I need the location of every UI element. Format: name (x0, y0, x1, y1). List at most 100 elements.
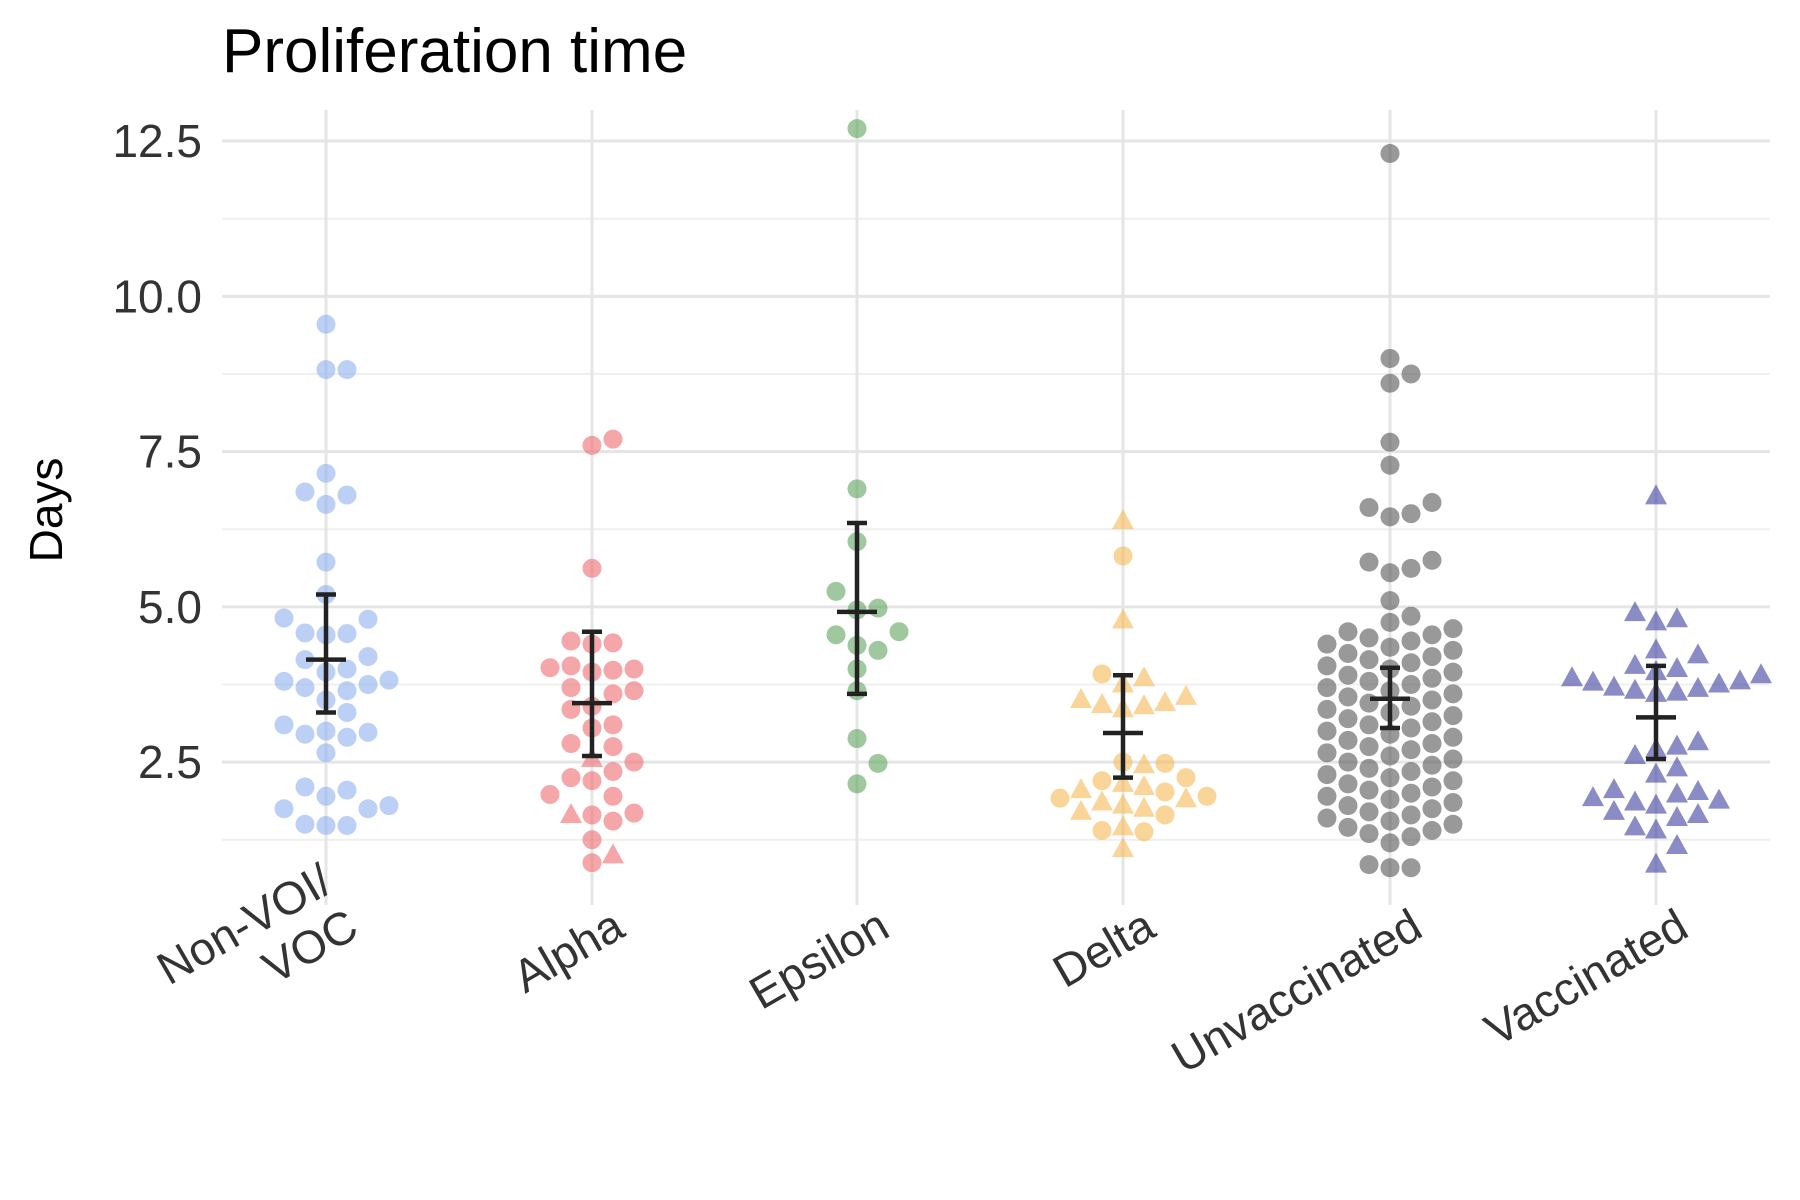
data-point-triangle (1070, 778, 1092, 799)
data-point (1443, 619, 1463, 639)
data-point-triangle (1133, 774, 1155, 795)
data-point-triangle (1687, 643, 1709, 664)
data-point-triangle (1112, 608, 1134, 629)
data-point (582, 435, 602, 455)
data-point (1401, 653, 1421, 673)
data-point (561, 734, 581, 754)
data-point (1359, 650, 1379, 670)
data-point (1401, 364, 1421, 384)
data-point-triangle (1133, 796, 1155, 817)
data-point (1338, 687, 1358, 707)
data-point (1443, 814, 1463, 834)
data-point (1380, 746, 1400, 766)
x-tick-label: Vaccinated (1476, 899, 1696, 1056)
data-point-triangle (1091, 790, 1113, 811)
data-point (868, 753, 888, 773)
data-point (337, 780, 357, 800)
data-point (561, 768, 581, 788)
data-point (868, 598, 888, 618)
data-point (847, 729, 867, 749)
data-point (1401, 783, 1421, 803)
data-point (337, 681, 357, 701)
x-axis-ticks: Non-VOI/VOC Alpha Epsilon Delta Unvaccinated… (148, 853, 1696, 1083)
y-tick-label: 2.5 (138, 736, 202, 788)
data-point (1176, 768, 1196, 788)
data-point (1359, 824, 1379, 844)
data-point (1401, 558, 1421, 578)
data-point-triangle (1624, 790, 1646, 811)
data-point (1401, 675, 1421, 695)
data-point (1422, 690, 1442, 710)
data-point-triangle (1666, 806, 1688, 827)
data-point (1401, 740, 1421, 760)
data-point (1401, 858, 1421, 878)
data-point-triangle (1133, 753, 1155, 774)
error-bar (572, 629, 612, 759)
data-point (603, 660, 623, 680)
data-point-triangle (1624, 743, 1646, 764)
error-bar (1636, 663, 1676, 762)
data-point (603, 761, 623, 781)
data-point (1317, 678, 1337, 698)
x-tick-label: Alpha (504, 898, 632, 1002)
data-point (1317, 743, 1337, 763)
data-point-triangle (1645, 484, 1667, 505)
data-point-triangle (1112, 509, 1134, 530)
data-point (295, 724, 315, 744)
data-point (1113, 546, 1133, 566)
data-point-triangle (1112, 837, 1134, 858)
x-tick-label: Unvaccinated (1163, 899, 1430, 1083)
chart-title: Proliferation time (222, 17, 687, 86)
data-point (295, 814, 315, 834)
data-point (1380, 858, 1400, 878)
data-point (603, 684, 623, 704)
data-point (1050, 788, 1070, 808)
data-point (1422, 668, 1442, 688)
y-tick-label: 10.0 (112, 270, 202, 322)
error-bar (1370, 665, 1410, 731)
data-point (826, 581, 846, 601)
data-point (1359, 671, 1379, 691)
data-point (1338, 752, 1358, 772)
data-point-triangle (1708, 672, 1730, 693)
data-point (316, 360, 336, 380)
grid (222, 110, 1770, 905)
data-point (295, 650, 315, 670)
y-axis-label: Days (20, 458, 72, 563)
data-point-triangle (1666, 756, 1688, 777)
data-point (540, 658, 560, 678)
data-point (1317, 656, 1337, 676)
data-point-triangle (1133, 666, 1155, 687)
data-point (603, 429, 623, 449)
data-point (1134, 822, 1154, 842)
data-point (1317, 786, 1337, 806)
data-point-triangle (1729, 669, 1751, 690)
data-point-triangle (1582, 786, 1604, 807)
data-point-triangle (560, 802, 582, 823)
error-bars (306, 520, 1676, 780)
data-point (316, 314, 336, 334)
data-point (358, 799, 378, 819)
data-point (379, 796, 399, 816)
data-point-triangle (1645, 852, 1667, 873)
data-point (1401, 827, 1421, 847)
data-point (1443, 749, 1463, 769)
data-point-triangle (1154, 691, 1176, 712)
data-point (1317, 634, 1337, 654)
data-point (1317, 721, 1337, 741)
data-point (337, 624, 357, 644)
data-point (1359, 802, 1379, 822)
data-point (1422, 777, 1442, 797)
data-point (1317, 765, 1337, 785)
data-point-triangle (1666, 833, 1688, 854)
data-point-triangle (1687, 730, 1709, 751)
data-point (1443, 640, 1463, 660)
data-point (1338, 643, 1358, 663)
data-point-triangle (1175, 787, 1197, 808)
data-point (1380, 768, 1400, 788)
data-point (1380, 432, 1400, 452)
data-point (337, 702, 357, 722)
data-point (1422, 755, 1442, 775)
data-point-triangle (1624, 653, 1646, 674)
